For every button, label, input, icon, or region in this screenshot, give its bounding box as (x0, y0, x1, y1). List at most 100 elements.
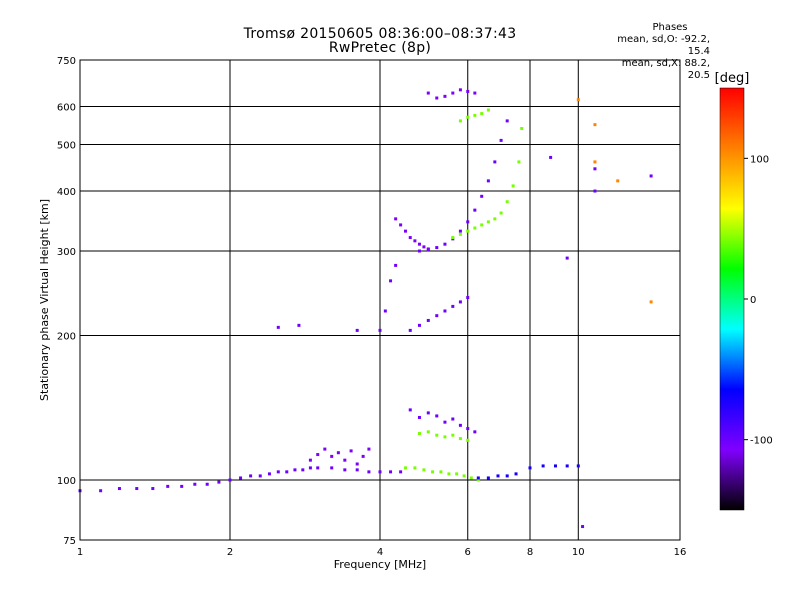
data-point (361, 454, 365, 458)
data-point (458, 300, 462, 304)
x-tick-label: 6 (465, 547, 471, 558)
data-point (435, 314, 439, 318)
x-axis-label: Frequency [MHz] (334, 558, 426, 571)
data-point (565, 256, 569, 260)
data-point (399, 470, 403, 474)
data-point (417, 323, 421, 327)
data-point (297, 323, 301, 327)
phase-stats: Phases mean, sd,O: -92.2, 15.4 mean, sd,… (600, 22, 710, 82)
colorbar-tick-label: -100 (750, 436, 773, 447)
data-point (403, 229, 407, 233)
data-point (505, 119, 509, 123)
colorbar-tick-label: 0 (750, 295, 756, 306)
phase-stats-x: mean, sd,X: 88.2, 20.5 (621, 58, 710, 81)
data-point (343, 458, 347, 462)
x-tick-label: 1 (77, 547, 83, 558)
data-point (239, 476, 243, 480)
y-tick-label: 400 (57, 187, 76, 198)
data-point (499, 211, 503, 215)
colorbar-label: [deg] (715, 71, 750, 86)
data-point (466, 229, 470, 233)
data-point (217, 480, 221, 484)
data-point (447, 472, 451, 476)
x-tick-label: 16 (674, 547, 687, 558)
y-axis-label: Stationary phase Virtual Height [km] (38, 199, 51, 401)
x-tick-label: 8 (527, 547, 533, 558)
data-point (355, 468, 359, 472)
data-point (443, 309, 447, 313)
data-point (205, 482, 209, 486)
data-point (355, 462, 359, 466)
data-point (258, 474, 262, 478)
plot-frame (79, 59, 681, 541)
data-point (378, 470, 382, 474)
data-point (330, 466, 334, 470)
data-point (451, 433, 455, 437)
y-tick-label: 100 (57, 476, 76, 487)
data-point (466, 296, 470, 300)
data-point (480, 112, 484, 116)
data-point (505, 474, 509, 478)
data-point (422, 245, 426, 249)
data-point (466, 438, 470, 442)
data-point (408, 328, 412, 332)
data-point (422, 468, 426, 472)
data-point (417, 432, 421, 436)
data-point (493, 217, 497, 221)
data-point (267, 472, 271, 476)
data-point (593, 167, 597, 171)
data-point (486, 108, 490, 112)
data-point (343, 468, 347, 472)
data-point (505, 200, 509, 204)
data-point (458, 88, 462, 92)
y-tick-label: 500 (57, 141, 76, 152)
data-point (435, 96, 439, 100)
data-point (408, 408, 412, 412)
data-point (383, 309, 387, 313)
data-point (496, 474, 500, 478)
data-point (426, 318, 430, 322)
data-point (549, 155, 553, 159)
data-point (541, 464, 545, 468)
data-point (649, 174, 653, 178)
y-tick-label: 200 (57, 332, 76, 343)
y-tick-label: 600 (57, 103, 76, 114)
data-point (435, 246, 439, 250)
data-point (180, 484, 184, 488)
data-point (431, 470, 435, 474)
y-axis-ticks: 75 100 200 300 400 500 600 750 (57, 56, 76, 547)
data-point (323, 447, 327, 451)
data-point (394, 217, 398, 221)
data-point (355, 328, 359, 332)
x-tick-label: 10 (572, 547, 585, 558)
data-point (135, 487, 139, 491)
data-point (517, 160, 521, 164)
data-points (78, 88, 653, 529)
data-point (473, 226, 477, 230)
data-point (593, 123, 597, 127)
data-point (553, 464, 557, 468)
data-point (276, 470, 280, 474)
data-point (435, 433, 439, 437)
data-point (389, 279, 393, 283)
data-point (451, 304, 455, 308)
data-point (616, 179, 620, 183)
data-point (473, 91, 477, 95)
data-point (426, 411, 430, 415)
data-point (486, 220, 490, 224)
data-point (285, 470, 289, 474)
data-point (455, 472, 459, 476)
data-point (439, 470, 443, 474)
data-point (389, 470, 393, 474)
data-point (593, 189, 597, 193)
data-point (451, 417, 455, 421)
data-point (493, 160, 497, 164)
data-point (316, 466, 320, 470)
data-point (466, 427, 470, 431)
data-point (308, 466, 312, 470)
phase-stats-o: mean, sd,O: -92.2, 15.4 (617, 34, 710, 57)
colorbar-ticks: 100 0 -100 (744, 154, 773, 447)
y-tick-label: 750 (57, 56, 76, 67)
x-tick-label: 4 (377, 547, 383, 558)
